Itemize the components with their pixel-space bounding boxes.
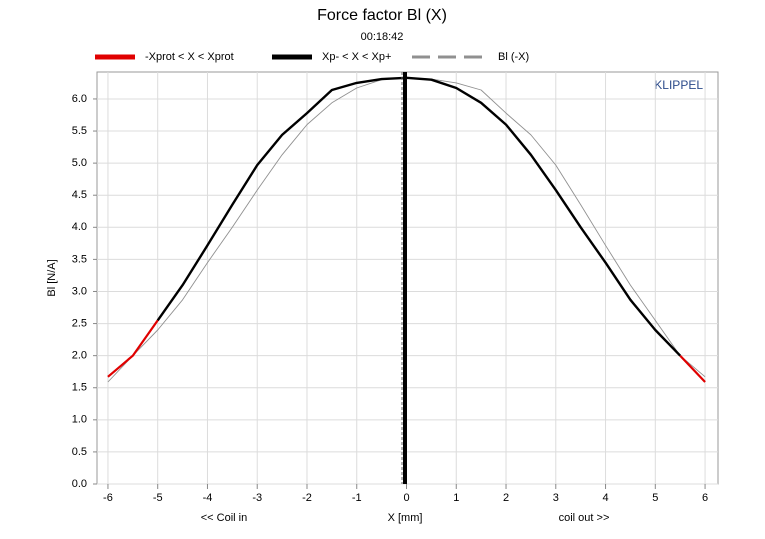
x-axis-label: X [mm] [388, 512, 423, 524]
y-tick-label: 5.5 [72, 125, 87, 137]
x-tick-label: 5 [652, 492, 658, 504]
x-tick-label: -2 [302, 492, 312, 504]
y-tick-label: 4.0 [72, 221, 87, 233]
watermark: KLIPPEL [654, 78, 703, 92]
y-tick-label: 2.0 [72, 350, 87, 362]
x-tick-label: -5 [153, 492, 163, 504]
x-tick-label: -1 [352, 492, 362, 504]
y-tick-label: 3.0 [72, 285, 87, 297]
legend-label: Bl (-X) [498, 51, 529, 63]
chart-title: Force factor Bl (X) [317, 7, 447, 24]
x-tick-label: 2 [503, 492, 509, 504]
x-tick-label: 6 [702, 492, 708, 504]
x-tick-label: -3 [252, 492, 262, 504]
series-line [156, 76, 682, 357]
y-tick-label: 1.5 [72, 382, 87, 394]
x-tick-label: 0 [403, 492, 409, 504]
chart-subtitle: 00:18:42 [361, 31, 404, 43]
x-left-note: << Coil in [201, 512, 247, 524]
x-tick-label: -6 [103, 492, 113, 504]
x-right-note: coil out >> [559, 512, 610, 524]
x-tick-label: 3 [553, 492, 559, 504]
legend-label: Xp- < X < Xp+ [322, 51, 391, 63]
grid: 0.0 0.5 1.0 1.5 2.0 2.5 3.0 3.5 4.0 4.5 5.0 5.5 6.0 -… [72, 72, 718, 504]
y-tick-label: 0.5 [72, 446, 87, 458]
y-tick-label: 6.0 [72, 93, 87, 105]
y-tick-label: 2.5 [72, 317, 87, 329]
y-axis-label: Bl [N/A] [46, 259, 58, 296]
legend: -Xprot < X < Xprot Xp- < X < Xp+ Bl (-X) [95, 51, 529, 63]
y-tick-label: 0.0 [72, 478, 87, 490]
x-tick-label: -4 [203, 492, 213, 504]
y-tick-label: 4.5 [72, 189, 87, 201]
y-tick-label: 3.5 [72, 253, 87, 265]
legend-label: -Xprot < X < Xprot [145, 51, 234, 63]
x-tick-label: 1 [453, 492, 459, 504]
x-tick-label: 4 [602, 492, 608, 504]
y-tick-label: 1.0 [72, 414, 87, 426]
series-line [107, 319, 706, 383]
y-tick-label: 5.0 [72, 157, 87, 169]
